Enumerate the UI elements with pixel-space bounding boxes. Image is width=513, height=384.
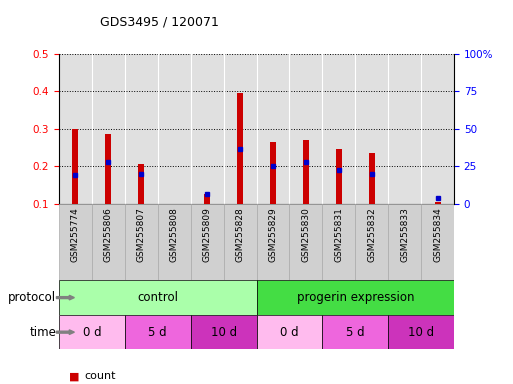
Bar: [204, 194, 210, 204]
Text: GSM255774: GSM255774: [71, 207, 80, 262]
Bar: [369, 153, 374, 204]
Text: GSM255830: GSM255830: [301, 207, 310, 262]
Text: progerin expression: progerin expression: [297, 291, 414, 304]
Text: protocol: protocol: [8, 291, 56, 304]
Bar: [322, 315, 388, 349]
Text: GSM255829: GSM255829: [268, 207, 278, 262]
Bar: [256, 204, 289, 280]
Text: 10 d: 10 d: [210, 326, 236, 339]
Text: 5 d: 5 d: [346, 326, 365, 339]
Bar: [105, 134, 111, 204]
Bar: [270, 142, 276, 204]
Text: GSM255809: GSM255809: [203, 207, 212, 262]
Bar: [289, 204, 322, 280]
Bar: [435, 202, 441, 204]
Text: 0 d: 0 d: [280, 326, 299, 339]
Text: GSM255831: GSM255831: [334, 207, 343, 262]
Text: GSM255834: GSM255834: [433, 207, 442, 262]
Text: time: time: [30, 326, 56, 339]
Text: 0 d: 0 d: [83, 326, 101, 339]
Bar: [421, 204, 454, 280]
Bar: [72, 129, 78, 204]
Bar: [355, 204, 388, 280]
Text: GSM255806: GSM255806: [104, 207, 113, 262]
Bar: [191, 204, 224, 280]
Bar: [303, 140, 309, 204]
Bar: [256, 315, 322, 349]
Bar: [237, 93, 243, 204]
Bar: [388, 315, 454, 349]
Text: control: control: [137, 291, 178, 304]
Text: GSM255807: GSM255807: [137, 207, 146, 262]
Bar: [125, 315, 191, 349]
Bar: [59, 204, 92, 280]
Text: GSM255808: GSM255808: [170, 207, 179, 262]
Text: count: count: [85, 371, 116, 381]
Bar: [59, 280, 256, 315]
Bar: [224, 204, 256, 280]
Text: 5 d: 5 d: [148, 326, 167, 339]
Bar: [336, 149, 342, 204]
Text: ■: ■: [69, 371, 80, 381]
Bar: [191, 315, 256, 349]
Bar: [256, 280, 454, 315]
Bar: [139, 164, 144, 204]
Bar: [92, 204, 125, 280]
Bar: [158, 204, 191, 280]
Bar: [125, 204, 158, 280]
Text: GDS3495 / 120071: GDS3495 / 120071: [100, 16, 219, 29]
Bar: [322, 204, 355, 280]
Text: GSM255828: GSM255828: [235, 207, 245, 262]
Text: GSM255832: GSM255832: [367, 207, 376, 262]
Text: 10 d: 10 d: [408, 326, 434, 339]
Bar: [59, 315, 125, 349]
Bar: [388, 204, 421, 280]
Text: GSM255833: GSM255833: [400, 207, 409, 262]
